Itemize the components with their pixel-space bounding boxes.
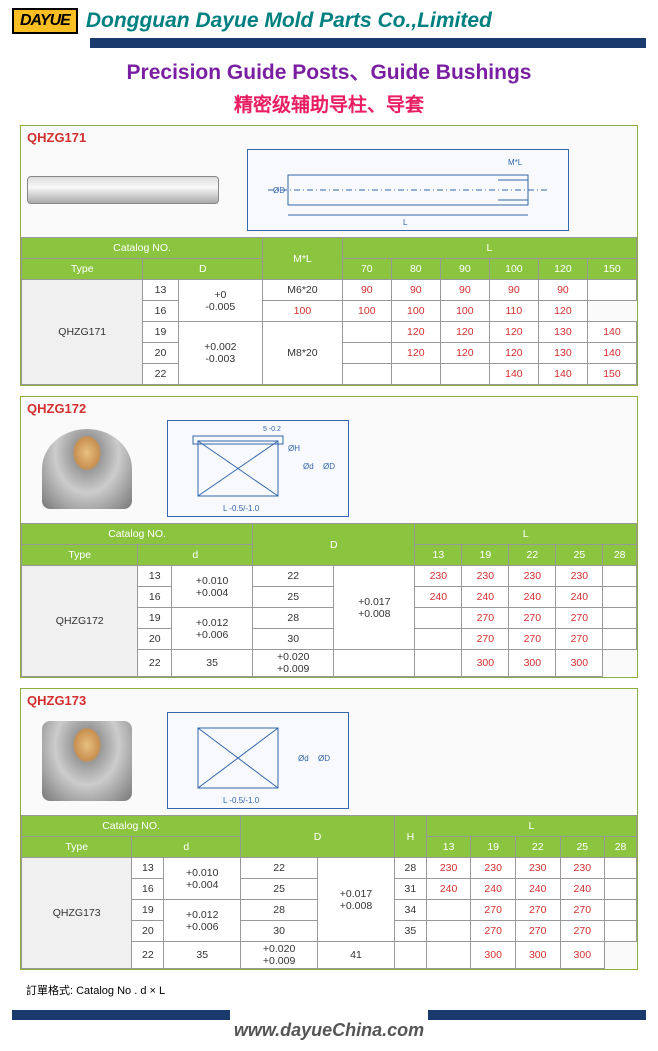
svg-text:5 -0.2: 5 -0.2 bbox=[263, 426, 281, 433]
code-171: QHZG171 bbox=[21, 126, 637, 149]
order-note: 訂單格式: Catalog No . d × L bbox=[20, 980, 638, 1000]
imgrow-173: Ød ØD L -0.5/-1.0 bbox=[21, 712, 637, 815]
section-173: QHZG173 Ød ØD L -0.5/-1.0 Catalog NO.DHL… bbox=[20, 688, 638, 970]
diagram-171: ØD M*L L bbox=[247, 149, 569, 231]
imgrow-172: Ød ØD ØH L -0.5/-1.0 5 -0.2 bbox=[21, 420, 637, 523]
code-173: QHZG173 bbox=[21, 689, 637, 712]
photo-171 bbox=[27, 160, 227, 220]
foot-bar-1 bbox=[12, 1010, 230, 1020]
bushing-shape bbox=[42, 429, 132, 509]
svg-text:L: L bbox=[403, 218, 408, 227]
logo: DAYUE bbox=[12, 8, 78, 34]
diagram-173: Ød ØD L -0.5/-1.0 bbox=[167, 712, 349, 809]
foot-bar-2 bbox=[428, 1010, 646, 1020]
table-172: Catalog NO.DLTyped1319222528QHZG17213+0.… bbox=[21, 523, 637, 677]
type-cell: QHZG171 bbox=[22, 280, 143, 385]
svg-text:ØD: ØD bbox=[323, 462, 335, 471]
code-172: QHZG172 bbox=[21, 397, 637, 420]
bushing-shape-2 bbox=[42, 721, 132, 801]
photo-173 bbox=[27, 721, 147, 801]
footer-url: www.dayueChina.com bbox=[234, 1020, 424, 1041]
type-cell: QHZG172 bbox=[22, 566, 138, 677]
svg-text:L -0.5/-1.0: L -0.5/-1.0 bbox=[223, 796, 260, 805]
table-171: Catalog NO.M*LLTypeD708090100120150QHZG1… bbox=[21, 237, 637, 385]
svg-text:Ød: Ød bbox=[303, 462, 314, 471]
company-name: Dongguan Dayue Mold Parts Co.,Limited bbox=[86, 9, 492, 33]
type-cell: QHZG173 bbox=[22, 858, 132, 969]
svg-text:L -0.5/-1.0: L -0.5/-1.0 bbox=[223, 504, 260, 513]
diagram-172: Ød ØD ØH L -0.5/-1.0 5 -0.2 bbox=[167, 420, 349, 517]
content: Precision Guide Posts、Guide Bushings 精密级… bbox=[0, 56, 658, 1010]
page-subtitle: 精密级辅助导柱、导套 bbox=[20, 90, 638, 117]
section-172: QHZG172 Ød ØD ØH L -0.5/-1.0 5 -0.2 Cata… bbox=[20, 396, 638, 678]
page-header: DAYUE Dongguan Dayue Mold Parts Co.,Limi… bbox=[0, 0, 658, 34]
page-title: Precision Guide Posts、Guide Bushings bbox=[20, 56, 638, 86]
svg-text:ØH: ØH bbox=[288, 444, 300, 453]
pin-shape bbox=[27, 176, 219, 204]
photo-172 bbox=[27, 429, 147, 509]
table-173: Catalog NO.DHLTyped1319222528QHZG17313+0… bbox=[21, 815, 637, 969]
section-171: QHZG171 ØD M*L L Catalog NO.M*LLTypeD708… bbox=[20, 125, 638, 386]
footer-bars: www.dayueChina.com bbox=[0, 1010, 658, 1051]
svg-text:Ød: Ød bbox=[298, 754, 309, 763]
header-bar bbox=[90, 38, 646, 48]
svg-text:ØD: ØD bbox=[318, 754, 330, 763]
imgrow-171: ØD M*L L bbox=[21, 149, 637, 237]
svg-text:M*L: M*L bbox=[508, 158, 523, 167]
